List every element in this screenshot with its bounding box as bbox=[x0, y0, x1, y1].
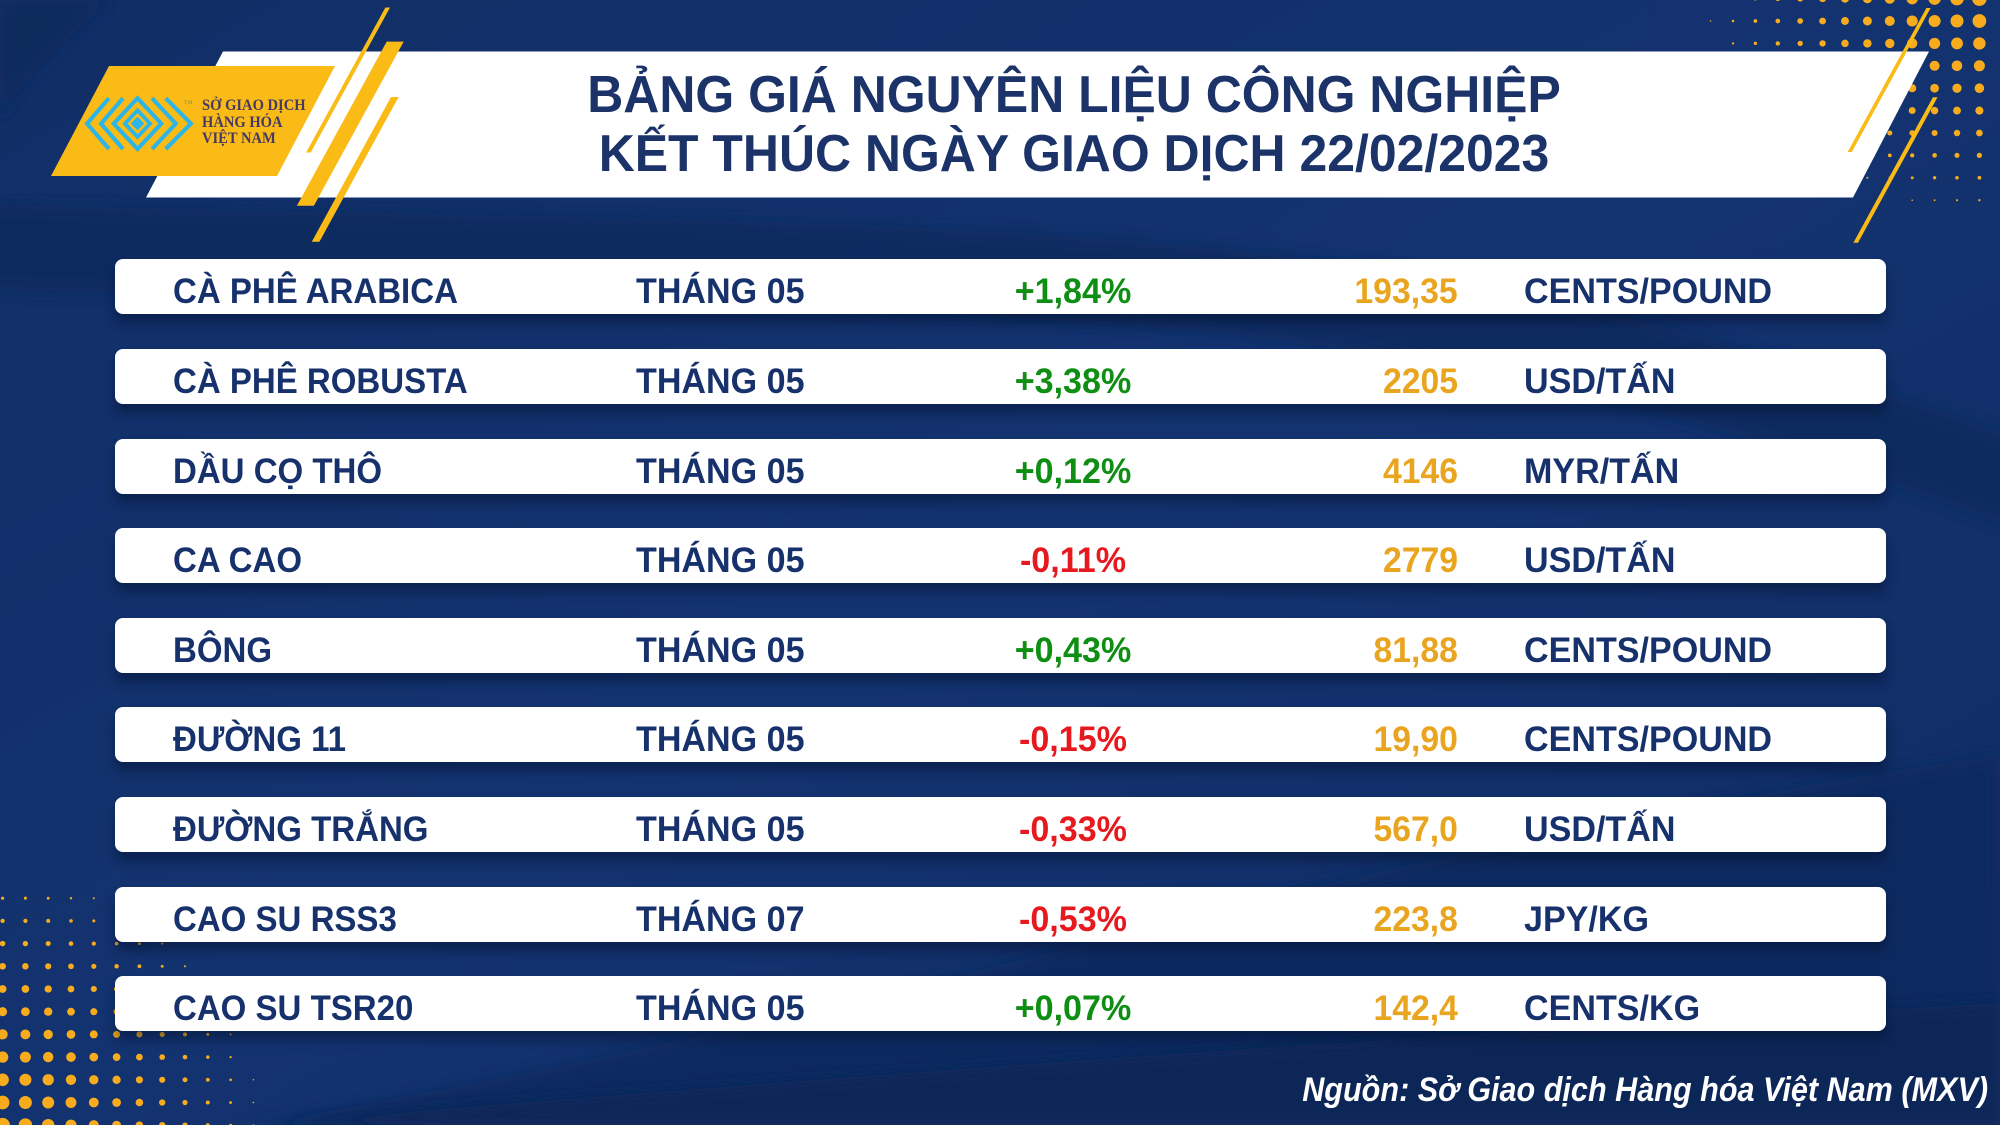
svg-text:™: ™ bbox=[184, 100, 194, 110]
